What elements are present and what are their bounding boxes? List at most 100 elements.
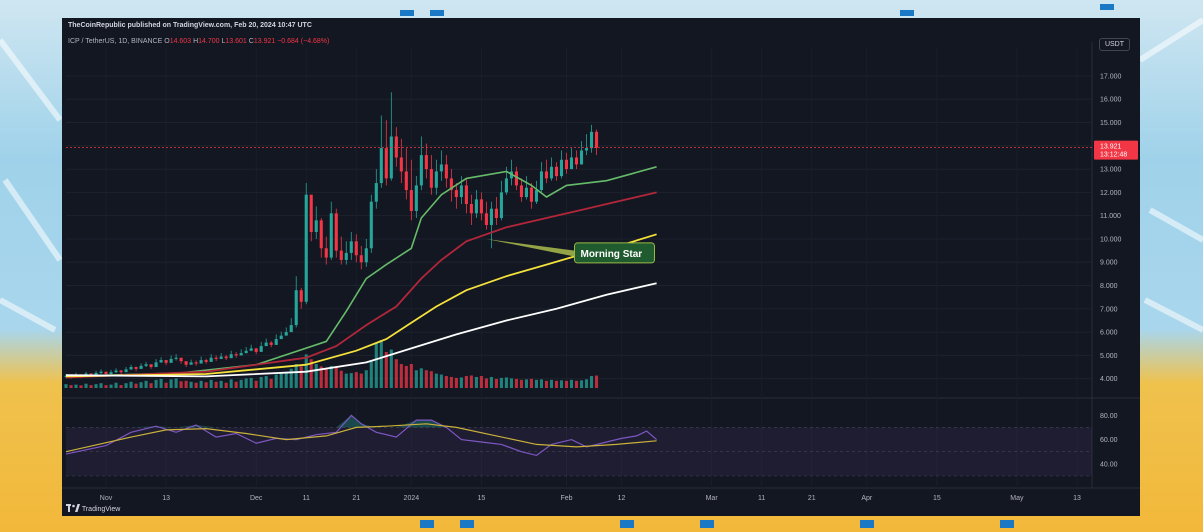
candle-body — [324, 248, 328, 258]
volume-bar — [259, 376, 263, 388]
candle-body — [404, 171, 408, 191]
candle-body — [559, 159, 564, 177]
candle-body — [154, 362, 158, 368]
candle-body — [289, 325, 293, 333]
volume-bar — [274, 374, 278, 388]
price-chart[interactable]: 4.000 5.000 6.000 7.000 8.000 9.000 10.000 11.0… — [62, 18, 1140, 516]
time-tick-label: Nov — [100, 495, 113, 502]
candle-body — [459, 185, 463, 198]
candle-body — [254, 348, 258, 352]
volume-bar — [234, 381, 238, 388]
ema20-line — [65, 166, 657, 378]
candle-body — [389, 136, 393, 179]
symbol-label: ICP / TetherUS, 1D, BINANCE — [68, 38, 163, 45]
volume-bar — [139, 382, 143, 388]
volume-bar — [449, 376, 453, 388]
volume-bar — [64, 384, 68, 388]
candle-body — [589, 131, 594, 149]
volume-bar — [594, 375, 599, 388]
candle-body — [329, 213, 333, 258]
volume-bar — [329, 365, 333, 388]
volume-bar — [504, 377, 508, 388]
volume-bar — [214, 381, 218, 388]
candle-body — [334, 213, 338, 251]
volume-bar — [409, 364, 413, 388]
candle-body — [179, 357, 183, 362]
rsi-ma-line — [65, 423, 657, 453]
candle-body — [314, 220, 318, 232]
rsi-tick-label: 80.00 — [1100, 413, 1118, 420]
candle-body — [414, 185, 418, 212]
bar-countdown: 13:12:48 — [1100, 152, 1127, 159]
volume-bar — [209, 379, 213, 388]
volume-bar — [384, 352, 388, 388]
price-tick-label: 10.000 — [1100, 236, 1122, 243]
volume-bar — [574, 380, 579, 388]
candle-body — [304, 194, 308, 302]
currency-button[interactable]: USDT — [1098, 38, 1130, 51]
low-value: 13.601 — [225, 38, 247, 45]
candle-body — [199, 360, 203, 364]
volume-bar — [359, 373, 363, 388]
volume-bar — [389, 349, 393, 388]
time-tick-label: 2024 — [404, 495, 420, 502]
publisher-text: TheCoinRepublic published on TradingView… — [68, 22, 312, 29]
volume-bar — [124, 383, 128, 388]
volume-bar — [324, 368, 328, 388]
candle-body — [579, 150, 584, 165]
volume-bar — [104, 385, 108, 388]
volume-bar — [84, 383, 88, 388]
price-tick-label: 9.000 — [1100, 260, 1118, 267]
change-value: −0.684 (−4.68%) — [277, 38, 330, 45]
time-tick-label: Apr — [861, 495, 873, 502]
candle-body — [309, 194, 313, 232]
volume-bar — [239, 379, 243, 388]
volume-bar — [279, 373, 283, 388]
volume-bar — [224, 382, 228, 388]
price-tick-label: 17.000 — [1100, 73, 1122, 80]
volume-bar — [219, 380, 223, 388]
candle-body — [134, 367, 138, 369]
volume-bar — [184, 380, 188, 388]
volume-bar — [129, 381, 133, 388]
candle-body — [369, 201, 373, 249]
candle-body — [364, 248, 368, 263]
volume-bar — [159, 378, 163, 388]
price-tick-label: 8.000 — [1100, 283, 1118, 290]
candle-body — [164, 360, 168, 363]
candle-body — [99, 371, 103, 373]
candle-body — [149, 364, 153, 368]
volume-bar — [194, 382, 198, 388]
ema200-line — [65, 282, 657, 378]
volume-bar — [164, 382, 168, 388]
candle-body — [274, 339, 278, 345]
candle-body — [399, 157, 403, 172]
candle-body — [339, 250, 343, 260]
publisher-line: TheCoinRepublic published on TradingView… — [68, 22, 312, 29]
volume-bar — [529, 378, 534, 388]
candle-body — [524, 187, 529, 198]
volume-bar — [349, 373, 353, 388]
candle-body — [349, 241, 353, 253]
volume-bar — [69, 385, 73, 388]
candle-body — [224, 356, 228, 359]
volume-bar — [459, 377, 463, 388]
candle-body — [344, 252, 348, 260]
high-label: H — [193, 38, 199, 45]
candle-body — [279, 335, 283, 340]
open-label: O — [164, 38, 170, 45]
volume-bar — [204, 382, 208, 388]
price-tick-label: 13.000 — [1100, 167, 1122, 174]
volume-bar — [419, 368, 423, 388]
price-tick-label: 16.000 — [1100, 97, 1122, 104]
price-tick-label: 12.000 — [1100, 190, 1122, 197]
volume-bar — [109, 384, 113, 388]
time-tick-label: 15 — [933, 495, 941, 502]
rsi-overbought-fill — [336, 415, 352, 428]
volume-bar — [519, 379, 523, 388]
volume-bar — [374, 342, 378, 388]
volume-bar — [364, 370, 368, 388]
candle-body — [379, 148, 383, 184]
candle-body — [489, 208, 493, 225]
candle-body — [174, 357, 178, 359]
